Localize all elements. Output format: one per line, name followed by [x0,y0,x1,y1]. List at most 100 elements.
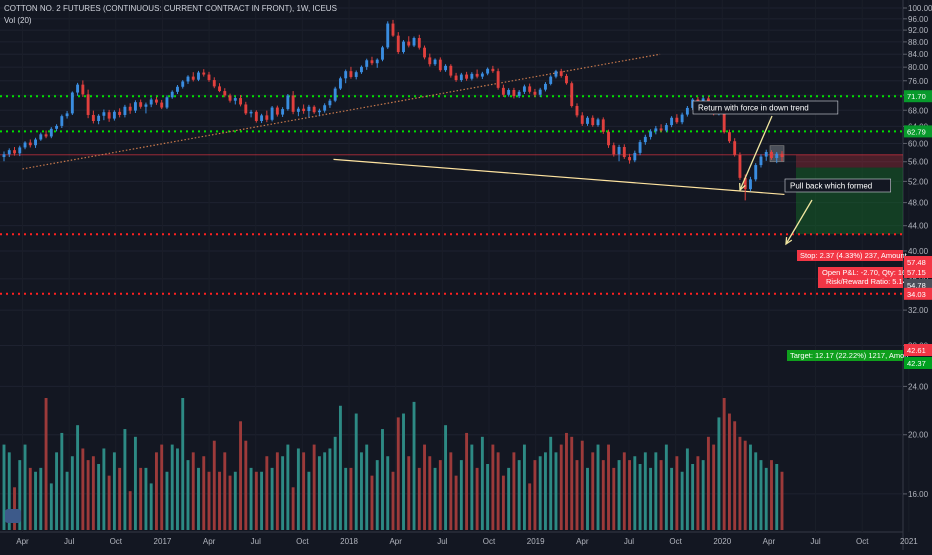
x-tick-label: Oct [669,537,682,546]
volume-bar [396,417,400,530]
volume-bar [128,491,132,530]
candle-body [2,154,6,158]
y-tick-label: 32.00 [908,306,929,315]
candle-body [133,102,137,111]
volume-bar [517,460,521,530]
candle-body [459,74,463,81]
x-tick-label: Apr [16,537,29,546]
x-tick-label: Apr [576,537,589,546]
candle-body [286,95,290,110]
volume-bar [601,460,605,530]
volume-bar [591,452,595,530]
volume-bar [70,456,74,530]
candle-body [643,136,647,143]
volume-bar [139,467,143,530]
y-tick-label: 76.00 [908,77,929,86]
volume-bar [176,448,179,530]
trendline [333,158,785,196]
candle-body [275,107,279,115]
volume-bar [102,448,106,530]
volume-bar [675,456,679,530]
volume-bar [44,398,48,530]
candle-body [738,154,742,178]
candle-body [281,109,285,115]
volume-bar [207,471,211,530]
volume-bar [360,452,363,530]
volume-bar [764,467,768,530]
candle-body [591,117,595,126]
volume-bar [638,464,642,530]
candle-body [538,89,542,95]
volume-bar [296,448,300,530]
candle-body [81,84,85,95]
trendline [22,53,661,170]
volume-bar [291,487,295,530]
candle-body [254,111,258,121]
volume-bar [670,467,674,530]
candle-body [296,108,300,112]
target-zone [796,167,903,235]
candle-body [475,73,479,77]
candle-body [517,91,521,97]
y-tick-label: 88.00 [908,38,929,47]
y-tick-label: 48.00 [908,199,929,208]
volume-bar [680,471,684,530]
candle-body [239,98,242,105]
candle-body [233,98,237,101]
candle-body [265,115,269,120]
volume-bar [391,471,395,530]
candle-body [123,106,127,115]
candle-body [580,115,584,124]
volume-bar [433,467,437,530]
candle-body [176,86,179,92]
candle-body [155,99,158,103]
volume-bar [512,452,516,530]
volume-bar [333,436,337,530]
volume-bar [34,471,37,530]
price-badge [904,344,932,356]
candle-body [633,152,637,161]
candle-body [675,117,679,123]
volume-bar [617,460,621,530]
open-pnl-bg [818,267,903,288]
candle-body [575,106,579,116]
volume-bar [743,440,747,530]
x-tick-label: Oct [296,537,309,546]
y-tick-label: 80.00 [908,63,929,72]
volume-bar [349,467,353,530]
volume-bar [712,444,716,530]
candle-body [554,71,558,77]
volume-bar [538,456,542,530]
candle-body [664,125,668,131]
volume-bar [239,421,242,530]
volume-bar [375,460,379,530]
candle-body [186,76,190,82]
candle-body [28,142,32,146]
target-label: Target: 12.17 (22.22%) 1217, Amou [790,351,908,360]
volume-bar [39,467,43,530]
candle-body [307,106,311,112]
candle-body [565,75,568,84]
volume-label: Vol (20) [4,16,32,25]
risk-reward-label: Risk/Reward Ratio: 5.14 [826,277,907,286]
volume-bar [654,452,658,530]
volume-bar [696,456,700,530]
candle-body [270,107,274,120]
y-tick-label: 24.00 [908,382,929,391]
volume-bar [323,452,327,530]
volume-bar [554,452,558,530]
candle-body [170,91,174,98]
volume-bar [628,460,631,530]
volume-bar [165,471,169,530]
volume-bar [465,432,469,530]
volume-bar [202,456,206,530]
candle-body [722,111,726,133]
candle-body [444,65,448,71]
tradingview-logo-icon[interactable] [5,509,21,523]
x-tick-label: 2021 [900,537,918,546]
volume-bar [496,452,500,530]
volume-bar [181,398,185,530]
volume-bar [55,452,59,530]
